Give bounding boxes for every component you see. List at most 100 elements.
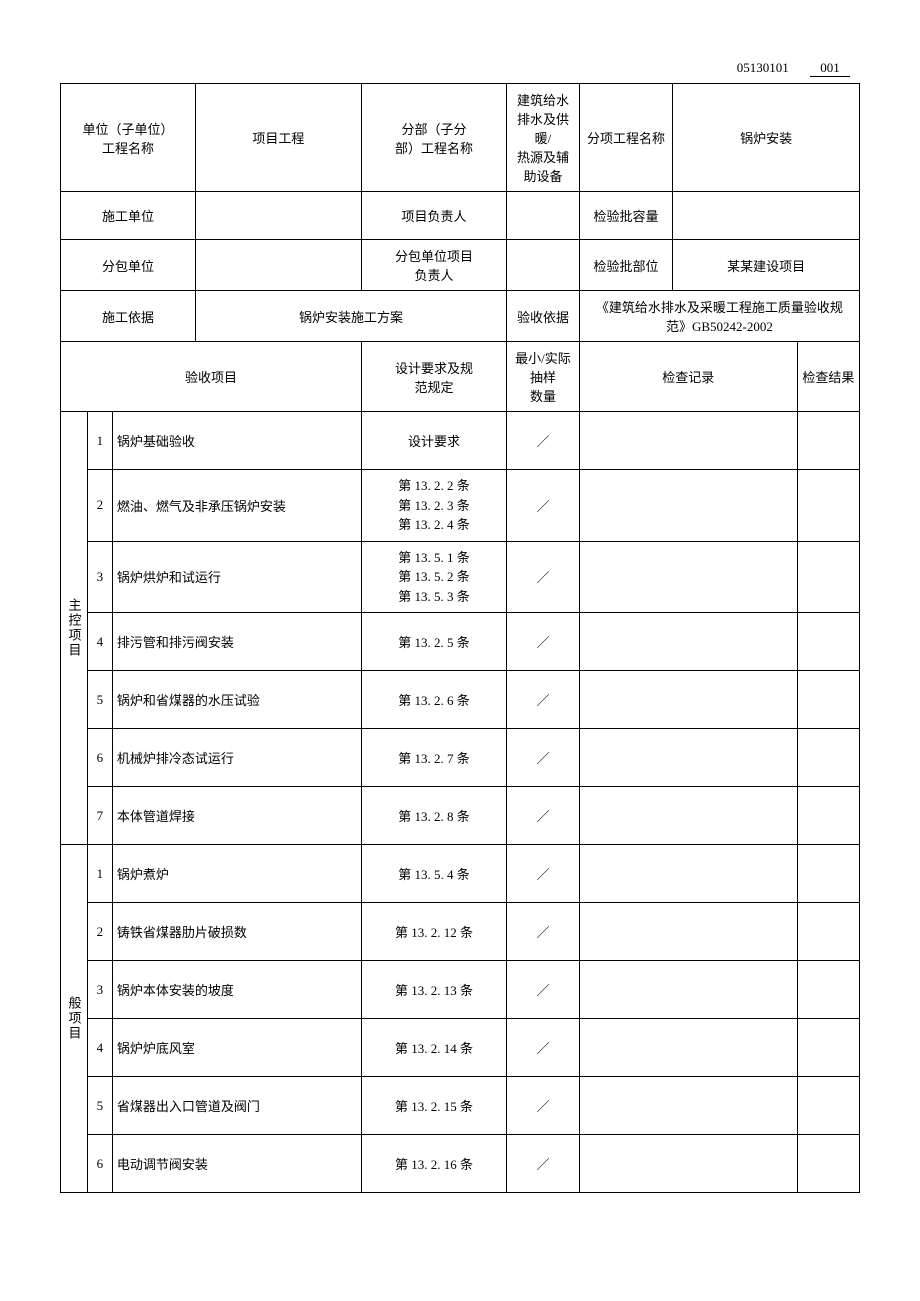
row-sample: ／ xyxy=(507,412,580,470)
row-item: 燃油、燃气及非承压锅炉安装 xyxy=(112,470,361,542)
row-item: 锅炉本体安装的坡度 xyxy=(112,961,361,1019)
row-sample: ／ xyxy=(507,671,580,729)
row-result xyxy=(797,671,859,729)
row-no: 6 xyxy=(87,729,112,787)
row-record xyxy=(579,845,797,903)
table-row: 般项目 1 锅炉煮炉 第 13. 5. 4 条 ／ xyxy=(61,845,860,903)
doc-serial: 001 xyxy=(810,60,850,77)
row-result xyxy=(797,961,859,1019)
row-req: 第 13. 2. 6 条 xyxy=(361,671,506,729)
accept-basis-label: 验收依据 xyxy=(507,291,580,342)
row-item: 本体管道焊接 xyxy=(112,787,361,845)
row-no: 5 xyxy=(87,1077,112,1135)
constr-unit-label: 施工单位 xyxy=(61,192,196,240)
row-sample: ／ xyxy=(507,541,580,613)
row-result xyxy=(797,541,859,613)
row-record xyxy=(579,470,797,542)
row-record xyxy=(579,541,797,613)
project-label: 项目工程 xyxy=(195,84,361,192)
row-sample: ／ xyxy=(507,1077,580,1135)
constr-unit-value xyxy=(195,192,361,240)
table-row: 主控项目 1 锅炉基础验收 设计要求 ／ xyxy=(61,412,860,470)
row-result xyxy=(797,1019,859,1077)
row-record xyxy=(579,903,797,961)
table-row: 2 燃油、燃气及非承压锅炉安装 第 13. 2. 2 条第 13. 2. 3 条… xyxy=(61,470,860,542)
batch-loc-value: 某某建设项目 xyxy=(673,240,860,291)
row-req: 第 13. 2. 14 条 xyxy=(361,1019,506,1077)
header-row-2: 施工单位 项目负责人 检验批容量 xyxy=(61,192,860,240)
row-sample: ／ xyxy=(507,470,580,542)
batch-loc-label: 检验批部位 xyxy=(579,240,672,291)
subcontractor-value xyxy=(195,240,361,291)
subcontractor-label: 分包单位 xyxy=(61,240,196,291)
row-sample: ／ xyxy=(507,613,580,671)
subitem-label: 分项工程名称 xyxy=(579,84,672,192)
basis-value: 锅炉安装施工方案 xyxy=(195,291,506,342)
unit-label: 单位（子单位）工程名称 xyxy=(61,84,196,192)
row-result xyxy=(797,845,859,903)
row-item: 省煤器出入口管道及阀门 xyxy=(112,1077,361,1135)
row-result xyxy=(797,613,859,671)
table-row: 3 锅炉本体安装的坡度 第 13. 2. 13 条 ／ xyxy=(61,961,860,1019)
row-record xyxy=(579,671,797,729)
col-result: 检查结果 xyxy=(797,342,859,412)
row-record xyxy=(579,1019,797,1077)
row-sample: ／ xyxy=(507,729,580,787)
sub-pm-label: 分包单位项目负责人 xyxy=(361,240,506,291)
header-row-3: 分包单位 分包单位项目负责人 检验批部位 某某建设项目 xyxy=(61,240,860,291)
col-item: 验收项目 xyxy=(61,342,362,412)
row-no: 5 xyxy=(87,671,112,729)
row-req: 第 13. 2. 16 条 xyxy=(361,1135,506,1193)
row-result xyxy=(797,412,859,470)
row-item: 机械炉排冷态试运行 xyxy=(112,729,361,787)
table-row: 6 机械炉排冷态试运行 第 13. 2. 7 条 ／ xyxy=(61,729,860,787)
row-sample: ／ xyxy=(507,903,580,961)
row-record xyxy=(579,613,797,671)
group-main-label: 主控项目 xyxy=(61,412,88,845)
row-req: 第 13. 2. 12 条 xyxy=(361,903,506,961)
table-row: 5 锅炉和省煤器的水压试验 第 13. 2. 6 条 ／ xyxy=(61,671,860,729)
row-item: 锅炉煮炉 xyxy=(112,845,361,903)
row-sample: ／ xyxy=(507,961,580,1019)
row-record xyxy=(579,1135,797,1193)
document-id: 05130101 001 xyxy=(60,60,860,77)
table-row: 2 铸铁省煤器肋片破损数 第 13. 2. 12 条 ／ xyxy=(61,903,860,961)
col-requirement: 设计要求及规范规定 xyxy=(361,342,506,412)
subitem-value: 锅炉安装 xyxy=(673,84,860,192)
pm-label: 项目负责人 xyxy=(361,192,506,240)
header-row-4: 施工依据 锅炉安装施工方案 验收依据 《建筑给水排水及采暖工程施工质量验收规范》… xyxy=(61,291,860,342)
row-req: 第 13. 2. 2 条第 13. 2. 3 条第 13. 2. 4 条 xyxy=(361,470,506,542)
row-req: 第 13. 2. 13 条 xyxy=(361,961,506,1019)
table-row: 6 电动调节阀安装 第 13. 2. 16 条 ／ xyxy=(61,1135,860,1193)
row-req: 第 13. 2. 7 条 xyxy=(361,729,506,787)
row-req: 第 13. 5. 4 条 xyxy=(361,845,506,903)
row-no: 2 xyxy=(87,903,112,961)
row-item: 锅炉和省煤器的水压试验 xyxy=(112,671,361,729)
column-header-row: 验收项目 设计要求及规范规定 最小/实际抽样数量 检查记录 检查结果 xyxy=(61,342,860,412)
row-no: 1 xyxy=(87,845,112,903)
row-sample: ／ xyxy=(507,845,580,903)
doc-code: 05130101 xyxy=(737,60,789,75)
table-row: 3 锅炉烘炉和试运行 第 13. 5. 1 条第 13. 5. 2 条第 13.… xyxy=(61,541,860,613)
row-req: 第 13. 2. 15 条 xyxy=(361,1077,506,1135)
subpart-value: 建筑给水排水及供暖/热源及辅助设备 xyxy=(507,84,580,192)
table-row: 4 锅炉炉底风室 第 13. 2. 14 条 ／ xyxy=(61,1019,860,1077)
col-record: 检查记录 xyxy=(579,342,797,412)
table-row: 5 省煤器出入口管道及阀门 第 13. 2. 15 条 ／ xyxy=(61,1077,860,1135)
row-sample: ／ xyxy=(507,1135,580,1193)
table-row: 7 本体管道焊接 第 13. 2. 8 条 ／ xyxy=(61,787,860,845)
row-record xyxy=(579,961,797,1019)
row-req: 第 13. 5. 1 条第 13. 5. 2 条第 13. 5. 3 条 xyxy=(361,541,506,613)
row-no: 7 xyxy=(87,787,112,845)
row-record xyxy=(579,1077,797,1135)
row-item: 锅炉炉底风室 xyxy=(112,1019,361,1077)
accept-basis-value: 《建筑给水排水及采暖工程施工质量验收规范》GB50242-2002 xyxy=(579,291,859,342)
row-record xyxy=(579,729,797,787)
row-no: 2 xyxy=(87,470,112,542)
row-result xyxy=(797,729,859,787)
row-result xyxy=(797,787,859,845)
row-no: 4 xyxy=(87,1019,112,1077)
row-req: 第 13. 2. 5 条 xyxy=(361,613,506,671)
col-sample: 最小/实际抽样数量 xyxy=(507,342,580,412)
row-sample: ／ xyxy=(507,787,580,845)
